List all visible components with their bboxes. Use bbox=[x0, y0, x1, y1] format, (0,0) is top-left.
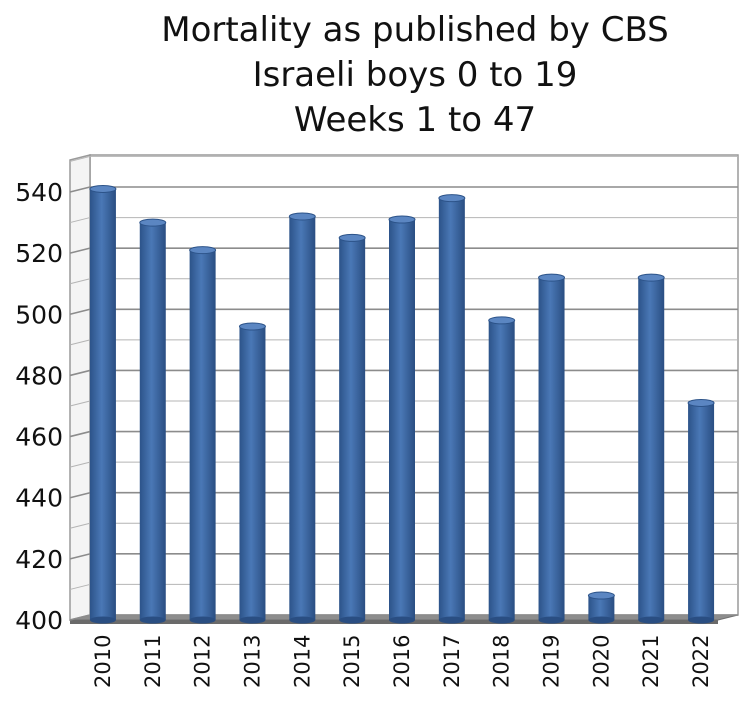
gridline-side bbox=[69, 339, 91, 346]
bar-base bbox=[638, 616, 665, 624]
bar bbox=[338, 233, 366, 624]
bar-body bbox=[588, 595, 615, 620]
bar bbox=[189, 246, 217, 624]
gridline-side bbox=[69, 583, 91, 590]
bar-top bbox=[538, 273, 566, 282]
x-tick-label: 2012 bbox=[191, 635, 215, 688]
x-tick-label: 2010 bbox=[91, 635, 115, 688]
chart-title-line-2: Israeli boys 0 to 19 bbox=[252, 55, 578, 95]
x-tick-label: 2015 bbox=[340, 635, 364, 688]
bar-body bbox=[389, 219, 415, 620]
bar-base bbox=[438, 616, 465, 624]
bar-top bbox=[338, 233, 366, 242]
x-tick-label: 2018 bbox=[490, 635, 514, 688]
bar-top bbox=[139, 218, 167, 227]
bar bbox=[388, 215, 416, 624]
bar-base bbox=[488, 616, 515, 624]
bars bbox=[89, 184, 715, 624]
gridline-side bbox=[69, 430, 91, 438]
bar-base bbox=[289, 616, 316, 624]
bar-top bbox=[288, 212, 316, 221]
bar-base bbox=[189, 616, 216, 624]
bar-top bbox=[388, 215, 416, 224]
bar-base bbox=[239, 616, 266, 624]
bar-body bbox=[139, 222, 166, 621]
y-axis-ticks: 400 420 440 460 480 500 520 540 bbox=[15, 178, 63, 635]
gridline-side bbox=[69, 155, 91, 162]
bar-body bbox=[339, 237, 366, 620]
bar-top bbox=[89, 184, 117, 193]
gridline-side bbox=[69, 400, 91, 407]
gridline-side bbox=[69, 186, 91, 193]
bar-base bbox=[339, 616, 366, 624]
bar bbox=[587, 591, 615, 624]
bar-base bbox=[389, 616, 415, 624]
bar bbox=[288, 212, 316, 624]
chart-title-line-1: Mortality as published by CBS bbox=[161, 10, 669, 50]
bar-top bbox=[238, 322, 266, 331]
bar-base bbox=[538, 616, 565, 624]
bar-base bbox=[139, 616, 166, 624]
bar-base bbox=[89, 616, 116, 624]
bar bbox=[687, 398, 715, 624]
bar bbox=[538, 273, 566, 624]
gridline-side bbox=[69, 369, 91, 377]
bar bbox=[238, 322, 266, 624]
x-tick-label: 2016 bbox=[390, 635, 414, 688]
side-wall bbox=[69, 154, 91, 621]
gridline-side bbox=[69, 247, 91, 254]
chart-title-line-3: Weeks 1 to 47 bbox=[293, 100, 537, 140]
gridline-side bbox=[69, 553, 91, 560]
bar-body bbox=[438, 198, 465, 620]
y-tick-label: 400 bbox=[15, 606, 63, 635]
gridline-side bbox=[69, 217, 91, 224]
bar bbox=[89, 184, 117, 624]
bar bbox=[139, 218, 167, 624]
x-tick-label: 2019 bbox=[540, 635, 564, 688]
bar-body bbox=[538, 277, 565, 620]
bar-body bbox=[239, 326, 266, 620]
bar-top bbox=[189, 246, 217, 255]
x-tick-label: 2013 bbox=[240, 635, 264, 688]
x-tick-label: 2022 bbox=[689, 635, 713, 688]
y-tick-label: 520 bbox=[15, 239, 63, 268]
gridline-side bbox=[69, 308, 91, 316]
bar bbox=[438, 194, 466, 624]
x-axis-ticks: 2010 2011 2012 2013 2014 2015 2016 2017 2018 2019… bbox=[91, 635, 713, 688]
gridline-side bbox=[69, 614, 91, 621]
y-tick-label: 440 bbox=[15, 484, 63, 513]
x-tick-label: 2011 bbox=[141, 635, 165, 688]
gridline-side bbox=[69, 522, 91, 529]
gridline-side bbox=[69, 278, 91, 285]
bar-body bbox=[638, 277, 665, 620]
gridline-side bbox=[69, 461, 91, 468]
bar-body bbox=[488, 320, 515, 620]
x-tick-label: 2020 bbox=[589, 635, 613, 688]
x-tick-label: 2017 bbox=[440, 635, 464, 688]
x-tick-label: 2014 bbox=[290, 635, 314, 688]
bar-body bbox=[189, 250, 216, 621]
bar-base bbox=[588, 616, 615, 624]
bar-top bbox=[438, 194, 466, 203]
bar-body bbox=[688, 402, 715, 620]
bar-top bbox=[687, 398, 715, 407]
x-tick-label: 2021 bbox=[639, 635, 663, 688]
bar-body bbox=[89, 188, 116, 620]
bar bbox=[637, 273, 665, 624]
y-tick-label: 540 bbox=[15, 178, 63, 207]
bar-base bbox=[688, 616, 715, 624]
y-tick-label: 480 bbox=[15, 361, 63, 390]
bar bbox=[488, 316, 516, 624]
y-tick-label: 460 bbox=[15, 423, 63, 452]
bar-body bbox=[289, 216, 316, 620]
gridline-side bbox=[69, 491, 91, 499]
bar-top bbox=[637, 273, 665, 282]
bar-top bbox=[488, 316, 516, 325]
y-tick-label: 420 bbox=[15, 545, 63, 574]
y-tick-label: 500 bbox=[15, 300, 63, 329]
bar-top bbox=[587, 591, 615, 600]
chart-title: Mortality as published by CBS Israeli bo… bbox=[45, 8, 745, 143]
